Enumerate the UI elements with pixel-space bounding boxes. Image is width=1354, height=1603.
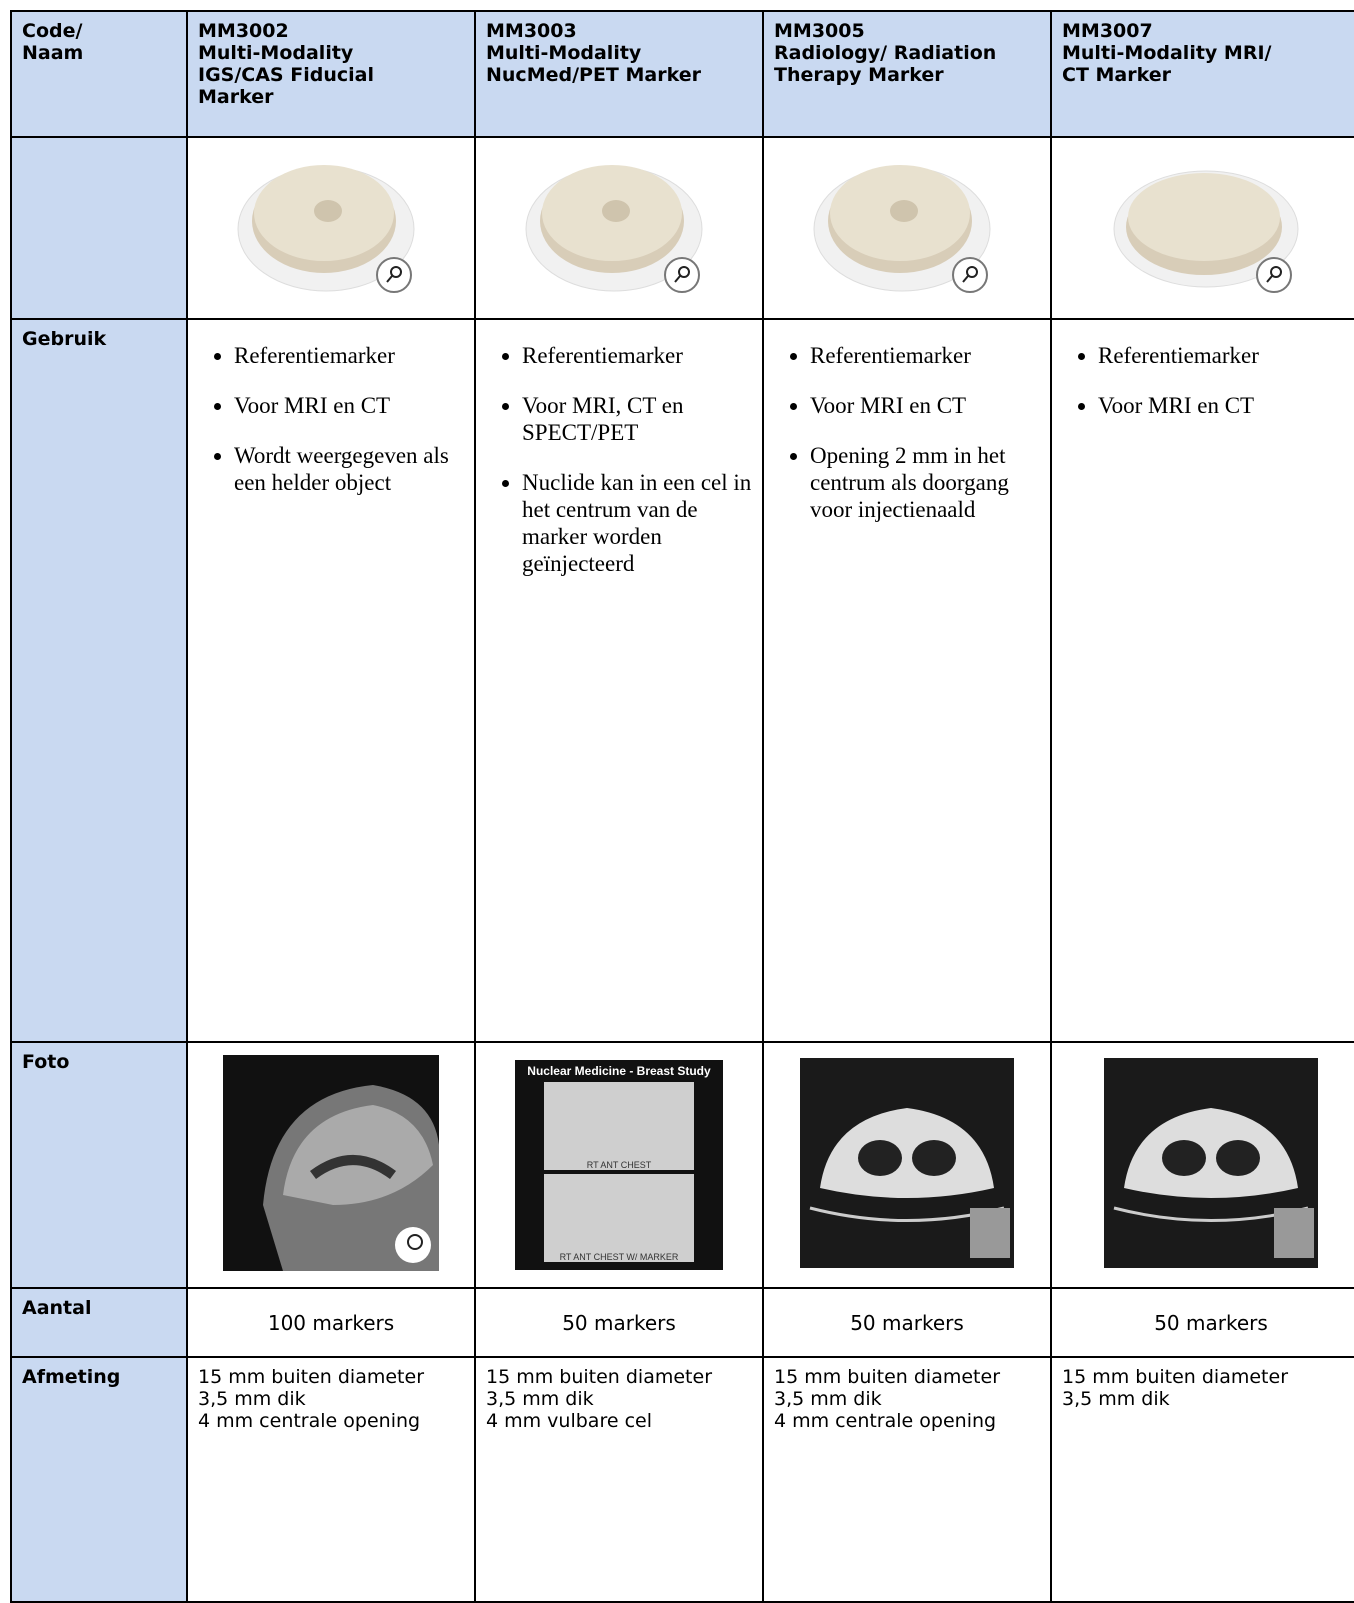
photo-ct <box>1104 1058 1318 1268</box>
photo-cell: Nuclear Medicine - Breast Study RT ANT CH… <box>474 1041 764 1289</box>
bullet-item: Referentiemarker <box>1098 342 1354 369</box>
bullet-item: Referentiemarker <box>234 342 464 369</box>
text-line: 4 mm centrale opening <box>198 1410 421 1432</box>
header-cell: MM3003 Multi-Modality NucMed/PET Marker <box>474 10 764 138</box>
row-label: Afmeting <box>10 1356 188 1603</box>
marker-image <box>1113 170 1299 293</box>
image-cell <box>186 136 476 320</box>
photo-mri <box>223 1055 439 1271</box>
bullet-item: Referentiemarker <box>522 342 752 369</box>
product-code: MM3007 <box>1062 20 1153 42</box>
header-row: Code/Naam MM3002 Multi-Modality IGS/CAS Fid… <box>10 10 1354 138</box>
header-cell: MM3007 Multi-Modality MRI/CT Marker <box>1050 10 1354 138</box>
text-line: 4 mm centrale opening <box>774 1410 997 1432</box>
bullet-list: Referentiemarker Voor MRI, CT en SPECT/PE… <box>486 342 752 577</box>
quantity-cell: 100 markers <box>186 1287 476 1358</box>
bullet-item: Referentiemarker <box>810 342 1040 369</box>
image-cell <box>474 136 764 320</box>
product-code: MM3002 <box>198 20 289 42</box>
dimension-cell: 15 mm buiten diameter 3,5 mm dik 4 mm cent… <box>186 1356 476 1603</box>
text-line: Marker <box>198 86 274 108</box>
header-cell: MM3002 Multi-Modality IGS/CAS Fiducial Mark… <box>186 10 476 138</box>
aantal-row: Aantal 100 markers 50 markers 50 markers 50 … <box>10 1287 1354 1358</box>
text-line: 4 mm vulbare cel <box>486 1410 652 1432</box>
bullet-item: Nuclide kan in een cel in het centrum va… <box>522 469 752 577</box>
text-line: 15 mm buiten diameter <box>1062 1366 1289 1388</box>
marker-image <box>237 165 415 293</box>
photo-caption: RT ANT CHEST W/ MARKER <box>559 1252 679 1262</box>
bullet-item: Wordt weergegeven als een helder object <box>234 442 464 496</box>
marker-image <box>813 165 991 293</box>
photo-panel: RT ANT CHEST W/ MARKER <box>544 1174 694 1262</box>
product-code: MM3005 <box>774 20 865 42</box>
bullet-item: Opening 2 mm in het centrum als doorgang… <box>810 442 1040 523</box>
text-line: Multi-Modality MRI/ <box>1062 42 1272 64</box>
row-label: Foto <box>10 1041 188 1289</box>
label-cell <box>10 136 188 320</box>
photo-ct <box>800 1058 1014 1268</box>
text-line: 15 mm buiten diameter <box>198 1366 425 1388</box>
quantity-cell: 50 markers <box>1050 1287 1354 1358</box>
text-line: Therapy Marker <box>774 64 944 86</box>
usage-cell: Referentiemarker Voor MRI en CT Wordt weer… <box>186 318 476 1043</box>
text-line: CT Marker <box>1062 64 1171 86</box>
image-row <box>10 136 1354 320</box>
dimension-cell: 15 mm buiten diameter 3,5 mm dik <box>1050 1356 1354 1603</box>
text-line: Radiology/ Radiation <box>774 42 997 64</box>
bullet-list: Referentiemarker Voor MRI en CT Opening 2 … <box>774 342 1040 523</box>
text-line: Code/ <box>22 20 83 42</box>
bullet-item: Voor MRI en CT <box>1098 392 1354 419</box>
photo-panel: RT ANT CHEST <box>544 1082 694 1170</box>
product-code: MM3003 <box>486 20 577 42</box>
usage-cell: Referentiemarker Voor MRI en CT <box>1050 318 1354 1043</box>
photo-nuclear: Nuclear Medicine - Breast Study RT ANT CH… <box>515 1060 723 1270</box>
dimension-cell: 15 mm buiten diameter 3,5 mm dik 4 mm vulb… <box>474 1356 764 1603</box>
row-label: Aantal <box>10 1287 188 1358</box>
gebruik-row: Gebruik Referentiemarker Voor MRI en CT Wor… <box>10 318 1354 1043</box>
quantity-cell: 50 markers <box>762 1287 1052 1358</box>
text-line: Naam <box>22 42 84 64</box>
text-line: NucMed/PET Marker <box>486 64 701 86</box>
photo-title: Nuclear Medicine - Breast Study <box>527 1064 711 1078</box>
image-cell <box>1050 136 1354 320</box>
header-label: Code/Naam <box>10 10 188 138</box>
bullet-item: Voor MRI en CT <box>234 392 464 419</box>
text-line: 3,5 mm dik <box>1062 1388 1170 1410</box>
text-line: IGS/CAS Fiducial <box>198 64 374 86</box>
header-cell: MM3005 Radiology/ Radiation Therapy Marker <box>762 10 1052 138</box>
afmeting-row: Afmeting 15 mm buiten diameter 3,5 mm dik 4… <box>10 1356 1354 1603</box>
text-line: Multi-Modality <box>486 42 642 64</box>
text-line: 15 mm buiten diameter <box>486 1366 713 1388</box>
bullet-item: Voor MRI en CT <box>810 392 1040 419</box>
text-line: 3,5 mm dik <box>198 1388 306 1410</box>
text-line: 15 mm buiten diameter <box>774 1366 1001 1388</box>
usage-cell: Referentiemarker Voor MRI, CT en SPECT/PE… <box>474 318 764 1043</box>
photo-cell <box>1050 1041 1354 1289</box>
row-label: Gebruik <box>10 318 188 1043</box>
product-table: Code/Naam MM3002 Multi-Modality IGS/CAS Fid… <box>10 10 1354 1603</box>
usage-cell: Referentiemarker Voor MRI en CT Opening 2 … <box>762 318 1052 1043</box>
photo-cell <box>762 1041 1052 1289</box>
quantity-cell: 50 markers <box>474 1287 764 1358</box>
bullet-list: Referentiemarker Voor MRI en CT <box>1062 342 1354 419</box>
text-line: 3,5 mm dik <box>486 1388 594 1410</box>
marker-image <box>525 165 703 293</box>
text-line: Multi-Modality <box>198 42 354 64</box>
bullet-list: Referentiemarker Voor MRI en CT Wordt weer… <box>198 342 464 496</box>
photo-caption: RT ANT CHEST <box>586 1160 652 1170</box>
foto-row: Foto Nuclear Medicine - Breast Study RT A… <box>10 1041 1354 1289</box>
image-cell <box>762 136 1052 320</box>
bullet-item: Voor MRI, CT en SPECT/PET <box>522 392 752 446</box>
dimension-cell: 15 mm buiten diameter 3,5 mm dik 4 mm cent… <box>762 1356 1052 1603</box>
text-line: 3,5 mm dik <box>774 1388 882 1410</box>
photo-cell <box>186 1041 476 1289</box>
